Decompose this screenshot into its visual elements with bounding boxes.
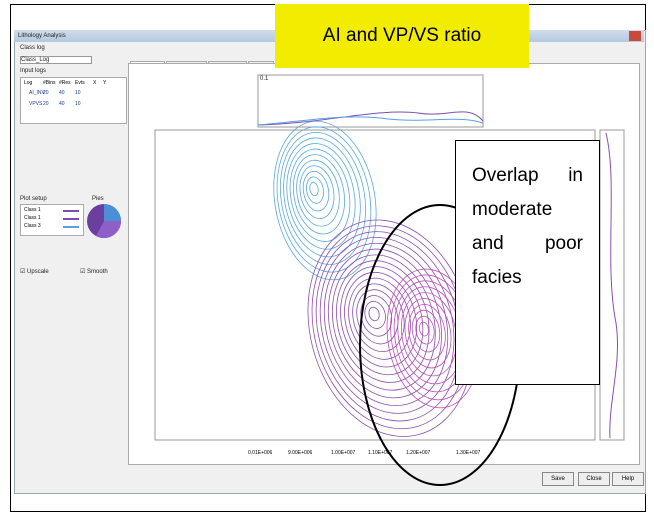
table-cell: AI_INV (29, 90, 45, 96)
pie-slice (96, 221, 121, 238)
contour-line (356, 289, 399, 345)
contour-line (331, 254, 436, 391)
plot-setup-label: Plot setup (20, 196, 47, 202)
upscale-checkbox[interactable]: ☑ Upscale (20, 269, 49, 275)
x-tick-label: 1.30E+007 (456, 450, 481, 456)
table-cell: 40 (59, 101, 65, 107)
column-header: Evts (75, 80, 85, 86)
pie-slice (104, 204, 121, 221)
contour-line (368, 306, 380, 322)
contour-line (289, 148, 351, 242)
contour-line (340, 266, 424, 376)
class-item: Class 1 (24, 215, 41, 221)
x-tick-label: 9.00E+006 (288, 450, 313, 456)
contour-line (327, 248, 442, 399)
contour-line (411, 309, 441, 353)
close-icon[interactable] (629, 31, 641, 41)
smooth-checkbox[interactable]: ☑ Smooth (80, 269, 108, 275)
contour-line (283, 137, 361, 258)
contour-line (419, 321, 429, 337)
annotation-box: Overlap in moderate and poor facies (455, 140, 600, 385)
class-log-field[interactable]: Class_Log (20, 56, 92, 64)
contour-line (408, 304, 446, 361)
table-cell: VPVS (29, 101, 43, 107)
x-tick-label: 1.20E+007 (406, 450, 431, 456)
table-cell: 20 (43, 90, 49, 96)
action-button[interactable]: Close (578, 472, 610, 486)
pies-label: Pies (92, 196, 104, 202)
contour-line (323, 242, 449, 407)
contour-line (296, 159, 340, 227)
table-cell: 20 (43, 101, 49, 107)
top-histogram-label: 0.1 (260, 76, 269, 82)
class-item: Class 1 (24, 207, 41, 213)
annotation-note: Overlap in moderate and poor facies (472, 165, 583, 288)
action-button[interactable]: Help (612, 472, 644, 486)
contour-line (352, 283, 405, 352)
input-logs-label: Input logs (20, 68, 47, 74)
contour-line (309, 182, 319, 197)
contour-line (286, 143, 356, 250)
annotation-title: AI and VP/VS ratio (275, 4, 529, 68)
pie-icon (87, 204, 121, 238)
contour-line (364, 300, 386, 329)
contour-plot (154, 74, 625, 441)
class-list: Class 1 Class 1 Class 3 (20, 204, 84, 236)
window-title: Lithology Analysis (18, 33, 66, 39)
class-item: Class 3 (24, 223, 41, 229)
contour-line (319, 237, 455, 414)
column-header: X (93, 80, 97, 86)
contour-line (415, 315, 435, 345)
contour-line (276, 126, 372, 273)
contour-line (404, 298, 452, 369)
x-tick-label: 1.00E+007 (331, 450, 356, 456)
table-cell: 40 (59, 90, 65, 96)
table-cell: 10 (75, 90, 81, 96)
contour-line (344, 271, 418, 368)
action-button[interactable]: Save (542, 472, 574, 486)
top-histogram-curve (257, 111, 484, 126)
class-log-label: Class log (20, 45, 45, 51)
column-header: Log (24, 80, 33, 86)
smooth-label: Smooth (87, 269, 108, 275)
class-swatch (63, 210, 79, 212)
column-header: #Res (59, 80, 71, 86)
contour-line (302, 170, 330, 212)
contour-line (279, 131, 366, 265)
x-tick-label: 1.10E+007 (368, 450, 393, 456)
table-cell: 10 (75, 101, 81, 107)
contour-line (336, 260, 430, 383)
contour-line (292, 154, 345, 235)
column-header: #Bins (43, 80, 56, 86)
top-histogram-curve (257, 116, 484, 126)
contour-line (299, 165, 335, 219)
upscale-label: Upscale (27, 269, 49, 275)
right-histogram-curve (605, 132, 619, 439)
right-histogram-frame (599, 129, 625, 441)
class-swatch (63, 218, 79, 220)
column-header: Y (103, 80, 107, 86)
class-swatch (63, 226, 79, 228)
contour-line (306, 176, 324, 204)
input-logs-table: Log #Bins #Res Evts X Y AI_INV 20 40 10 VPVS 20 40 10 (20, 77, 127, 124)
contour-line (273, 120, 377, 281)
x-tick-label: 0.01E+006 (248, 450, 273, 456)
top-histogram-frame (257, 74, 484, 128)
